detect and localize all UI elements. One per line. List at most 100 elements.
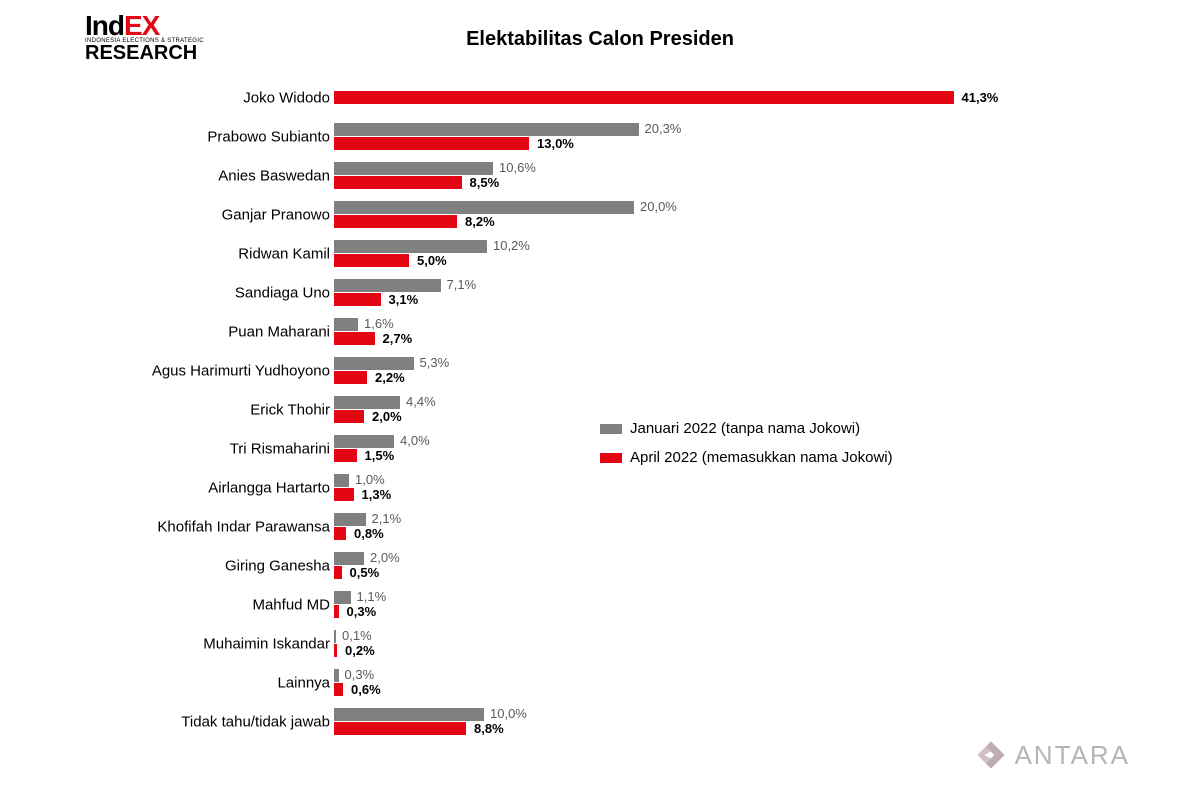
value-label-jan: 2,0%	[370, 550, 400, 565]
category-label: Giring Ganesha	[225, 557, 330, 574]
bar-group: 10,0%8,8%	[334, 702, 1140, 741]
category-label: Ganjar Pranowo	[222, 206, 330, 223]
bar-apr	[334, 410, 364, 423]
bar-apr	[334, 722, 466, 735]
value-label-jan: 20,0%	[640, 199, 677, 214]
bar-group: 5,3% 2,2%	[334, 351, 1140, 390]
chart-row: Ganjar Pranowo20,0%8,2%	[80, 195, 1140, 234]
antara-watermark: ANTARA	[974, 738, 1130, 772]
bar-apr	[334, 449, 357, 462]
legend: Januari 2022 (tanpa nama Jokowi) April 2…	[600, 420, 893, 478]
bar-group: 2,0%0,5%	[334, 546, 1140, 585]
value-label-jan: 1,0%	[355, 472, 385, 487]
value-label-apr: 0,5%	[350, 565, 380, 580]
category-label: Erick Thohir	[250, 401, 330, 418]
bar-apr	[334, 488, 354, 501]
antara-logo-icon	[974, 738, 1008, 772]
bar-jan	[334, 708, 484, 721]
value-label-jan: 1,6%	[364, 316, 394, 331]
category-label: Tidak tahu/tidak jawab	[181, 713, 330, 730]
category-label: Tri Rismaharini	[230, 440, 330, 457]
electability-bar-chart: Joko Widodo 41,3% Prabowo Subianto 20,3% 13,…	[80, 78, 1140, 760]
bar-apr	[334, 527, 346, 540]
value-label-apr: 0,3%	[347, 604, 377, 619]
bar-apr	[334, 683, 343, 696]
value-label-apr: 0,8%	[354, 526, 384, 541]
chart-row: Joko Widodo 41,3%	[80, 78, 1140, 117]
value-label-apr: 13,0%	[537, 136, 574, 151]
chart-row: Puan Maharani1,6%2,7%	[80, 312, 1140, 351]
chart-row: Muhaimin Iskandar0,1%0,2%	[80, 624, 1140, 663]
value-label-jan: 2,1%	[372, 511, 402, 526]
bar-apr	[334, 605, 339, 618]
category-label: Agus Harimurti Yudhoyono	[152, 362, 330, 379]
bar-apr	[334, 566, 342, 579]
bar-group: 20,0%8,2%	[334, 195, 1140, 234]
value-label-apr: 3,1%	[389, 292, 419, 307]
antara-watermark-text: ANTARA	[1014, 740, 1130, 771]
value-label-jan: 10,2%	[493, 238, 530, 253]
bar-apr	[334, 215, 457, 228]
value-label-apr: 2,7%	[383, 331, 413, 346]
header: IndEX INDONESIA ELECTIONS & STRATEGIC RE…	[0, 10, 1200, 70]
bar-jan	[334, 591, 351, 604]
value-label-apr: 1,3%	[362, 487, 392, 502]
bar-group: 10,2%5,0%	[334, 234, 1140, 273]
value-label-apr: 0,6%	[351, 682, 381, 697]
value-label-jan: 20,3%	[645, 121, 682, 136]
chart-row: Agus Harimurti Yudhoyono 5,3% 2,2%	[80, 351, 1140, 390]
value-label-jan: 0,3%	[345, 667, 375, 682]
value-label-jan: 5,3%	[420, 355, 450, 370]
bar-apr	[334, 644, 337, 657]
value-label-jan: 10,6%	[499, 160, 536, 175]
chart-row: Sandiaga Uno 7,1% 3,1%	[80, 273, 1140, 312]
bar-group: 41,3%	[334, 78, 1140, 117]
chart-row: Prabowo Subianto 20,3% 13,0%	[80, 117, 1140, 156]
bar-group: 7,1% 3,1%	[334, 273, 1140, 312]
chart-row: Lainnya0,3%0,6%	[80, 663, 1140, 702]
bar-apr	[334, 137, 529, 150]
chart-row: Khofifah Indar Parawansa2,1%0,8%	[80, 507, 1140, 546]
bar-jan	[334, 240, 487, 253]
bar-group: 0,3%0,6%	[334, 663, 1140, 702]
chart-row: Mahfud MD1,1%0,3%	[80, 585, 1140, 624]
value-label-apr: 2,2%	[375, 370, 405, 385]
value-label-apr: 0,2%	[345, 643, 375, 658]
chart-row: Ridwan Kamil10,2%5,0%	[80, 234, 1140, 273]
category-label: Muhaimin Iskandar	[203, 635, 330, 652]
value-label-apr: 8,5%	[470, 175, 500, 190]
category-label: Khofifah Indar Parawansa	[157, 518, 330, 535]
legend-label-jan: Januari 2022 (tanpa nama Jokowi)	[630, 420, 860, 437]
bar-jan	[334, 669, 339, 682]
chart-row: Anies Baswedan 10,6%8,5%	[80, 156, 1140, 195]
category-label: Joko Widodo	[243, 89, 330, 106]
value-label-jan: 4,4%	[406, 394, 436, 409]
value-label-jan: 0,1%	[342, 628, 372, 643]
category-label: Ridwan Kamil	[238, 245, 330, 262]
chart-row: Giring Ganesha2,0%0,5%	[80, 546, 1140, 585]
category-label: Prabowo Subianto	[207, 128, 330, 145]
value-label-apr: 41,3%	[962, 90, 999, 105]
value-label-jan: 1,1%	[357, 589, 387, 604]
category-label: Puan Maharani	[228, 323, 330, 340]
legend-label-apr: April 2022 (memasukkan nama Jokowi)	[630, 449, 893, 466]
legend-item-apr: April 2022 (memasukkan nama Jokowi)	[600, 449, 893, 466]
legend-item-jan: Januari 2022 (tanpa nama Jokowi)	[600, 420, 893, 437]
bar-jan	[334, 357, 414, 370]
bar-jan	[334, 552, 364, 565]
bar-group: 2,1%0,8%	[334, 507, 1140, 546]
legend-swatch-red	[600, 453, 622, 463]
value-label-apr: 2,0%	[372, 409, 402, 424]
category-label: Airlangga Hartarto	[208, 479, 330, 496]
bar-group: 0,1%0,2%	[334, 624, 1140, 663]
bar-jan	[334, 318, 358, 331]
bar-group: 1,6%2,7%	[334, 312, 1140, 351]
category-label: Sandiaga Uno	[235, 284, 330, 301]
bar-jan	[334, 201, 634, 214]
value-label-jan: 10,0%	[490, 706, 527, 721]
category-label: Anies Baswedan	[218, 167, 330, 184]
bar-apr	[334, 176, 462, 189]
legend-swatch-gray	[600, 424, 622, 434]
value-label-apr: 1,5%	[365, 448, 395, 463]
value-label-jan: 7,1%	[447, 277, 477, 292]
